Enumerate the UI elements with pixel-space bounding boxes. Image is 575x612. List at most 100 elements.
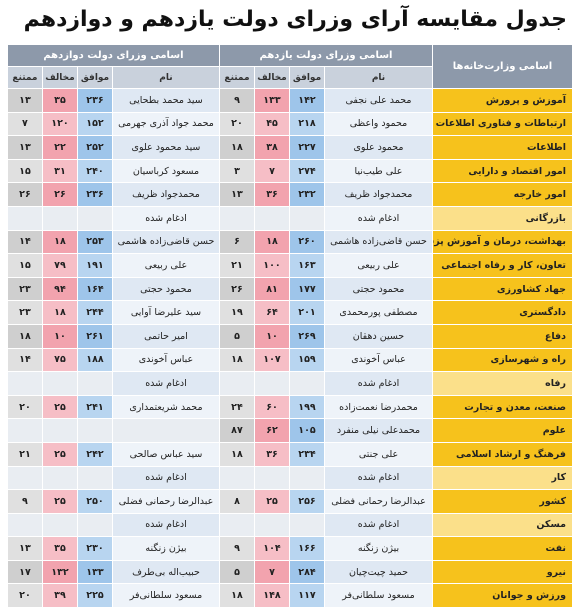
vote-count: ۲۶۱ [76, 323, 113, 349]
vote-count: ۱۸ [6, 323, 43, 349]
vote-count: ۱۶۴ [76, 276, 113, 302]
empty-cell [6, 371, 43, 396]
vote-count: ۶۰ [254, 394, 290, 420]
ministry-cell: صنعت، معدن و تجارت [432, 394, 573, 420]
table-row: علوم محمدعلی نیلی منفرد ۱۰۵ ۶۲ ۸۷ [6, 418, 573, 443]
vote-count: ۹ [6, 489, 43, 514]
vote-count: ۲۴۰ [76, 158, 113, 184]
comparison-table: اسامی وزارت‌خانه‌ها اسامی وزرای دولت یاز… [6, 44, 573, 609]
vote-count: ۲۶ [41, 182, 78, 207]
vote-count: ۲۵۳ [76, 229, 113, 255]
vote-count: ۱۶۶ [289, 536, 325, 561]
table-row: رفاه ادغام شده ادغام شده [6, 371, 573, 396]
empty-cell [76, 512, 113, 538]
minister-name: مسعود سلطانی‌فر [324, 583, 433, 609]
column-header: ممتنع [218, 66, 256, 89]
minister-name: علی ربیعی [324, 253, 433, 278]
table-row: کشور عبدالرضا رحمانی فضلی ۲۵۶ ۲۵ ۸ عبدالرضا ر… [6, 489, 573, 514]
minister-name: مصطفی پورمحمدی [324, 300, 433, 325]
empty-cell [76, 465, 113, 491]
ministry-cell: امور اقتصاد و دارایی [432, 158, 573, 184]
empty-cell [6, 512, 43, 538]
ministry-cell: ارتباطات و فناوری اطلاعات [432, 111, 573, 137]
vote-count: ۲۴۲ [76, 441, 113, 467]
empty-cell [289, 465, 325, 491]
column-header: مخالف [41, 66, 78, 89]
vote-count: ۱۳ [218, 182, 256, 207]
minister-name: ادغام شده [324, 512, 433, 538]
table-row: بهداشت، درمان و آموزش پزشکیحسن قاضی‌زاده… [6, 229, 573, 255]
ministry-cell: رفاه [432, 371, 573, 396]
table-row: تعاون، کار و رفاه اجتماعی علی ربیعی ۱۶۳ ۱۰۰… [6, 253, 573, 278]
vote-count: ۳۶ [254, 441, 290, 467]
empty-cell [254, 512, 290, 538]
table-row: دفاع حسین دهقان ۲۶۹ ۱۰ ۵ امیر حاتمی ۲۶۱ ۱۰ ۱۸ [6, 323, 573, 349]
vote-count: ۱۰ [254, 323, 290, 349]
table-row: ورزش و جوانان مسعود سلطانی‌فر ۱۱۷ ۱۴۸ ۱۸ مسعو… [6, 583, 573, 609]
vote-count: ۲۶۰ [289, 229, 325, 255]
table-row: دادگستری مصطفی پورمحمدی ۲۰۱ ۶۴ ۱۹ سید علیرضا … [6, 300, 573, 325]
vote-count: ۸ [218, 489, 256, 514]
vote-count: ۲۰ [218, 111, 256, 137]
vote-count: ۲۴۴ [76, 300, 113, 325]
ministry-cell: امور خارجه [432, 182, 573, 207]
vote-count: ۳۵ [41, 536, 78, 561]
empty-cell [111, 418, 220, 443]
ministry-cell: بازرگانی [432, 205, 573, 231]
minister-name: عباس آخوندی [111, 347, 220, 373]
minister-name: محمدعلی نیلی منفرد [324, 418, 433, 443]
vote-count: ۲۷۴ [289, 158, 325, 184]
vote-count: ۲۸۴ [289, 559, 325, 585]
vote-count: ۱۳۲ [41, 559, 78, 585]
vote-count: ۲۴ [218, 394, 256, 420]
table-body: آموزش و پرورش محمد علی نجفی ۱۴۲ ۱۳۳ ۹ سید محم… [6, 88, 573, 609]
minister-name: محمد علی نجفی [324, 88, 433, 113]
empty-cell [6, 205, 43, 231]
vote-count: ۲۶۹ [289, 323, 325, 349]
vote-count: ۲۵۲ [76, 135, 113, 160]
minister-name: ادغام شده [111, 512, 220, 538]
vote-count: ۲۳۰ [76, 536, 113, 561]
vote-count: ۱۸ [41, 229, 78, 255]
empty-cell [76, 371, 113, 396]
vote-count: ۹۴ [41, 276, 78, 302]
minister-name: محمدرضا نعمت‌زاده [324, 394, 433, 420]
vote-count: ۱۸ [218, 441, 256, 467]
minister-name: ادغام شده [111, 371, 220, 396]
ministry-cell: آموزش و پرورش [432, 88, 573, 113]
empty-cell [41, 465, 78, 491]
minister-name: حسین دهقان [324, 323, 433, 349]
vote-count: ۳۱ [41, 158, 78, 184]
ministry-cell: اطلاعات [432, 135, 573, 160]
vote-count: ۵ [218, 559, 256, 585]
vote-count: ۷ [6, 111, 43, 137]
table-row: صنعت، معدن و تجارت محمدرضا نعمت‌زاده ۱۹۹ ۶۰… [6, 394, 573, 420]
vote-count: ۱۵۹ [289, 347, 325, 373]
empty-cell [218, 371, 256, 396]
minister-name: محمود حجتی [111, 276, 220, 302]
vote-count: ۲۳۲ [289, 182, 325, 207]
vote-count: ۲۵ [41, 489, 78, 514]
vote-count: ۱۹ [218, 300, 256, 325]
vote-count: ۵ [218, 323, 256, 349]
empty-cell [41, 512, 78, 538]
vote-count: ۲۱ [218, 253, 256, 278]
vote-count: ۳۵ [41, 88, 78, 113]
vote-count: ۱۸ [41, 300, 78, 325]
vote-count: ۱۳۳ [76, 559, 113, 585]
vote-count: ۷۵ [41, 347, 78, 373]
vote-count: ۳ [218, 158, 256, 184]
vote-count: ۱۳ [6, 536, 43, 561]
vote-count: ۱۵ [6, 253, 43, 278]
vote-count: ۱۸ [218, 135, 256, 160]
empty-cell [76, 418, 113, 443]
minister-name: عبدالرضا رحمانی فضلی [111, 489, 220, 514]
vote-count: ۱۶۳ [289, 253, 325, 278]
table-row: راه و شهرسازی عباس آخوندی ۱۵۹ ۱۰۷ ۱۸ عباس آخو… [6, 347, 573, 373]
minister-name: حبیب‌اله بی‌طرف [111, 559, 220, 585]
vote-count: ۲۳ [6, 276, 43, 302]
vote-count: ۱۸ [218, 347, 256, 373]
minister-name: ادغام شده [324, 465, 433, 491]
minister-name: ادغام شده [111, 205, 220, 231]
